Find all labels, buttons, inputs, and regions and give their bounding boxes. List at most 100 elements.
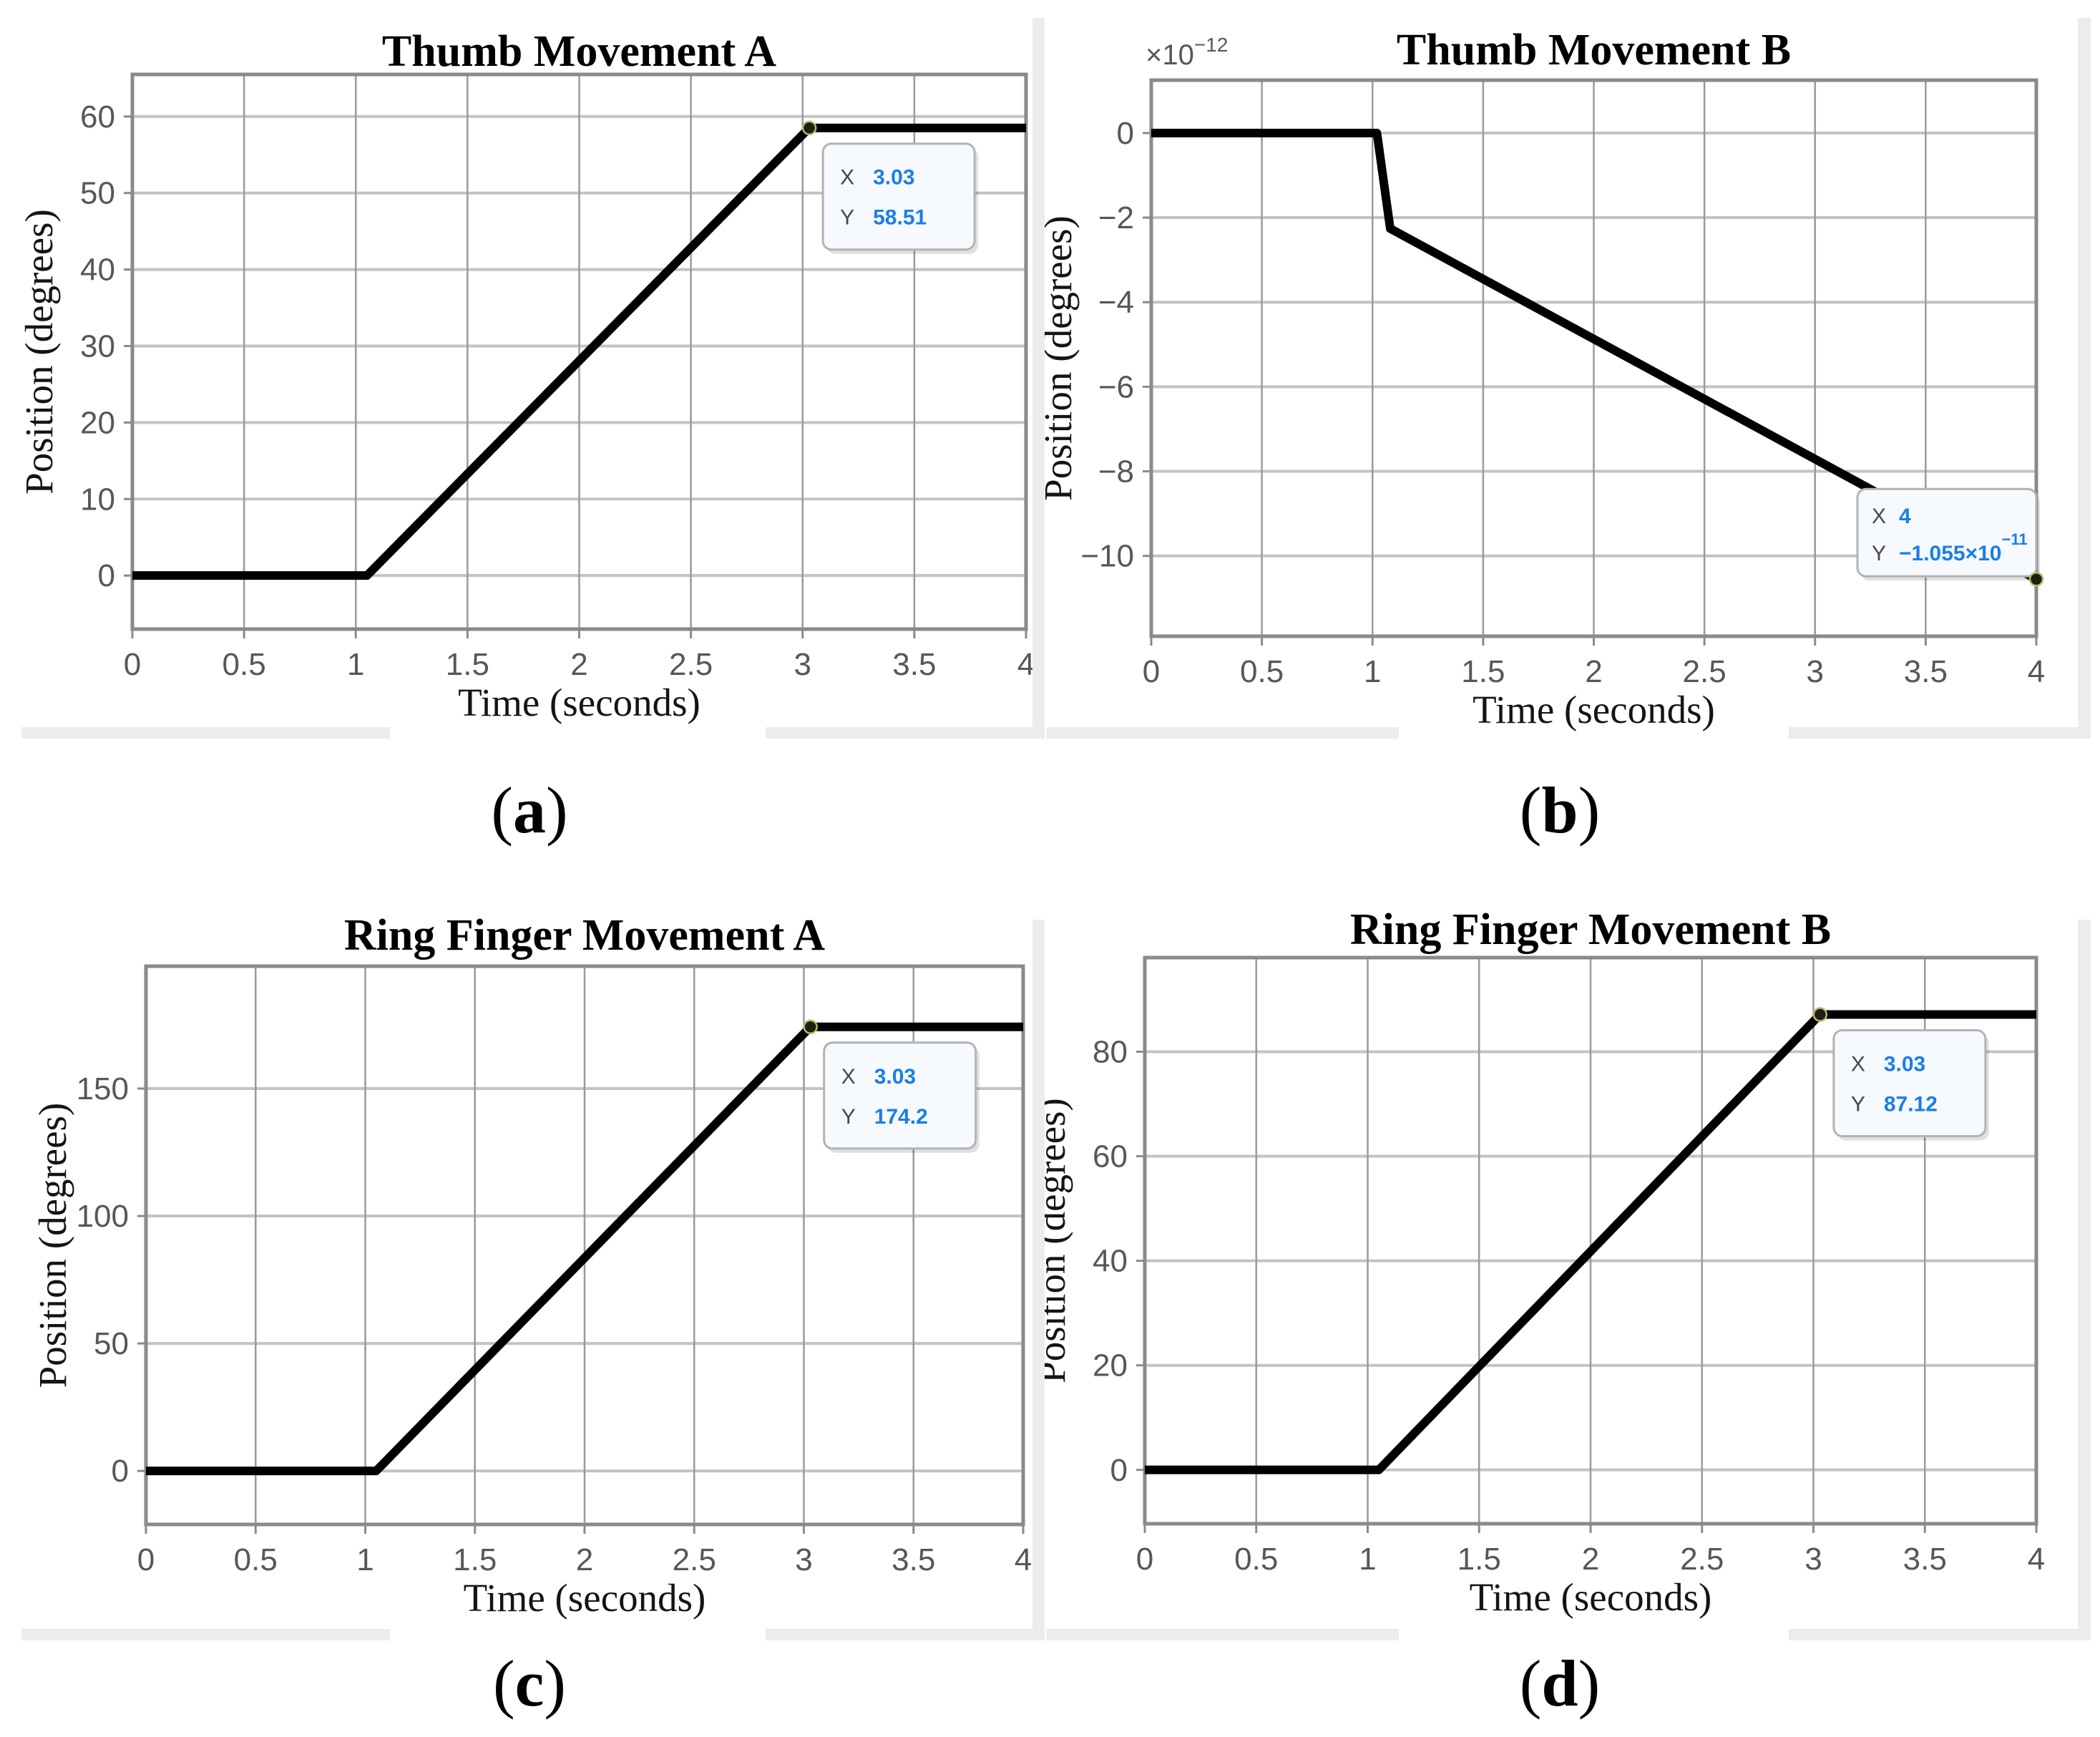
x-tick-label: 0.5 <box>234 1542 278 1577</box>
x-axis-label: Time (seconds) <box>464 1576 706 1620</box>
chart-panel-ring-finger-movement-a: 0 0.5 1 1.5 2 2.5 3 3.5 4 0 50 100 150 Ring Finger Mo… <box>20 908 1032 1641</box>
caption-open-paren: ( <box>491 774 513 847</box>
datatip-box <box>823 1041 977 1150</box>
datatip-y-value: 58.51 <box>873 206 927 230</box>
x-axis-label: Time (seconds) <box>1473 688 1715 731</box>
x-tick-label: 3.5 <box>1903 1542 1947 1577</box>
y-tick-label: 20 <box>1093 1348 1128 1383</box>
y-tick-label: 50 <box>80 176 115 211</box>
caption-close-paren: ) <box>1578 774 1601 847</box>
caption-open-paren: ( <box>1519 774 1542 847</box>
caption-d: (d) <box>1520 1650 1600 1716</box>
y-tick-label: 20 <box>80 405 115 440</box>
datatip: X 3.03 Y 174.2 <box>823 1041 980 1153</box>
datatip-x-value: 3.03 <box>873 166 914 190</box>
datatip-x-value: 3.03 <box>874 1065 916 1089</box>
datatip-x-label: X <box>841 1065 856 1089</box>
y-tick-label: −10 <box>1080 539 1134 574</box>
y-tick-label: 60 <box>80 99 115 135</box>
x-tick-label: 0 <box>124 647 141 682</box>
x-tick-label: 2.5 <box>673 1542 716 1577</box>
datatip-y-label: Y <box>841 1105 856 1129</box>
data-line <box>146 1022 1023 1476</box>
x-axis-label: Time (seconds) <box>1470 1575 1712 1619</box>
caption-close-paren: ) <box>544 1647 567 1720</box>
figure-background-strip <box>1789 727 2089 739</box>
y-tick-label: 0 <box>1117 116 1134 151</box>
y-axis-exponent-label: ×10−12 <box>1146 34 1228 71</box>
data-line <box>132 123 1026 580</box>
x-tick-label: 4 <box>1017 647 1032 682</box>
y-tick-label: 80 <box>1093 1034 1128 1069</box>
y-tick-label: 150 <box>77 1071 129 1106</box>
datatip-x-label: X <box>1851 1052 1865 1076</box>
x-tick-label: 4 <box>2028 1542 2045 1577</box>
x-tick-label: 2.5 <box>1683 654 1727 689</box>
y-axis-label: Position (degrees) <box>31 1103 74 1388</box>
data-line <box>1151 128 2038 583</box>
caption-b: (b) <box>1520 777 1600 843</box>
y-tick-label: −8 <box>1098 454 1134 490</box>
datatip-x-label: X <box>840 166 854 190</box>
data-point-marker <box>803 1019 818 1035</box>
x-tick-label: 3 <box>795 1542 812 1577</box>
chart-panel-thumb-movement-b: 0 0.5 1 1.5 2 2.5 3 3.5 4 0 −2 −4 −6 −8 −10 Thumb Movem… <box>1045 6 2080 739</box>
figure-background-strip <box>2078 920 2091 1640</box>
x-tick-label: 0.5 <box>1234 1542 1278 1577</box>
x-tick-label: 1 <box>1359 1542 1376 1577</box>
datatip-x-value: 3.03 <box>1884 1052 1925 1076</box>
y-tick-label: 40 <box>1093 1244 1128 1279</box>
chart-panel-ring-finger-movement-b: 0 0.5 1 1.5 2 2.5 3 3.5 4 0 20 40 60 80 Ring Finger Mo… <box>1045 908 2080 1641</box>
chart-title: Thumb Movement B <box>1397 26 1791 74</box>
datatip-box <box>1832 1028 1987 1137</box>
x-tick-label: 0 <box>1136 1542 1153 1577</box>
figure-background-strip <box>21 1629 390 1640</box>
y-tick-label: 50 <box>94 1326 129 1361</box>
datatip-y-label: Y <box>1872 542 1886 565</box>
y-tick-label: 0 <box>98 558 115 593</box>
y-axis-label: Position (degrees) <box>1045 215 1080 501</box>
y-tick-label: −4 <box>1098 285 1134 320</box>
x-tick-label: 1 <box>347 647 364 682</box>
caption-letter: d <box>1541 1647 1578 1720</box>
figure-background-strip <box>1789 1629 2089 1640</box>
figure-background-strip <box>1032 920 1045 1640</box>
y-tick-label: 30 <box>80 329 115 364</box>
datatip-x-label: X <box>1872 505 1886 528</box>
caption-c: (c) <box>493 1650 566 1716</box>
x-tick-label: 2.5 <box>669 647 713 682</box>
y-tick-label: 100 <box>77 1199 129 1234</box>
figure-background-strip <box>2078 18 2091 739</box>
datatip-y-label: Y <box>840 206 854 230</box>
caption-close-paren: ) <box>546 774 568 847</box>
chart-svg-b: 0 0.5 1 1.5 2 2.5 3 3.5 4 0 −2 −4 −6 −8 −10 Thumb Movem… <box>1045 26 2045 731</box>
datatip-x-value: 4 <box>1899 505 1911 528</box>
caption-a: (a) <box>491 777 567 843</box>
datatip: X 4Y −1.055×10−11 <box>1856 487 2040 581</box>
x-tick-label: 3 <box>1807 654 1824 689</box>
chart-panel-thumb-movement-a: 0 0.5 1 1.5 2 2.5 3 3.5 4 0 10 20 30 40 50 60 Thumb Move… <box>20 6 1032 739</box>
figure-background-strip <box>1046 1629 1399 1640</box>
x-tick-label: 2 <box>1585 654 1602 689</box>
data-point-marker <box>801 120 817 135</box>
datatip-box <box>821 142 976 251</box>
data-point-marker <box>2028 571 2044 587</box>
data-point-marker <box>1812 1007 1828 1022</box>
x-tick-label: 2 <box>576 1542 593 1577</box>
caption-open-paren: ( <box>1519 1647 1542 1720</box>
x-tick-label: 1.5 <box>446 647 489 682</box>
datatip-y-value: 174.2 <box>874 1105 928 1129</box>
x-tick-label: 0 <box>137 1542 155 1577</box>
data-line <box>1145 1010 2036 1474</box>
chart-title: Ring Finger Movement B <box>1350 908 1831 954</box>
y-tick-label: 0 <box>112 1454 129 1489</box>
figure-background-strip <box>766 1629 1032 1640</box>
chart-title: Ring Finger Movement A <box>344 911 825 960</box>
y-axis-label: Position (degrees) <box>1045 1098 1073 1383</box>
x-tick-label: 0.5 <box>1240 654 1284 689</box>
x-tick-label: 1.5 <box>1457 1542 1501 1577</box>
caption-letter: b <box>1541 774 1578 847</box>
x-tick-label: 1.5 <box>1461 654 1505 689</box>
